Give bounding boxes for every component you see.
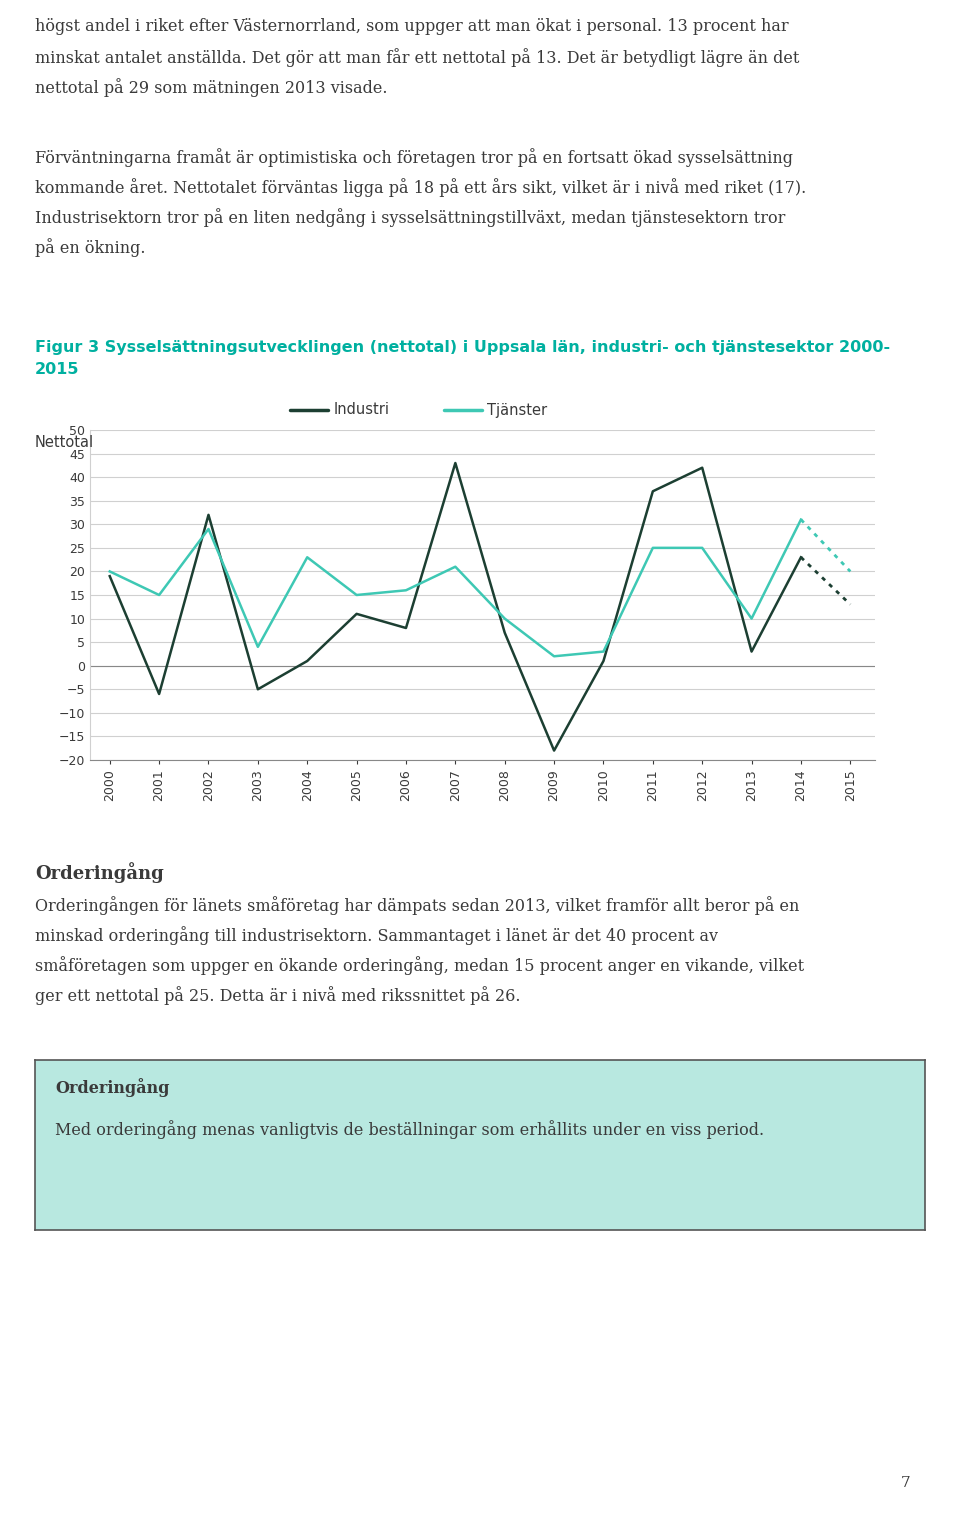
Text: Nettotal: Nettotal: [35, 434, 94, 450]
Text: på en ökning.: på en ökning.: [35, 238, 146, 257]
Text: Förväntningarna framåt är optimistiska och företagen tror på en fortsatt ökad sy: Förväntningarna framåt är optimistiska o…: [35, 147, 793, 167]
Text: 7: 7: [900, 1476, 910, 1490]
Text: Industrisektorn tror på en liten nedgång i sysselsättningstillväxt, medan tjänst: Industrisektorn tror på en liten nedgång…: [35, 208, 785, 226]
Text: Industri: Industri: [333, 403, 389, 418]
Text: kommande året. Nettotalet förväntas ligga på 18 på ett års sikt, vilket är i niv: kommande året. Nettotalet förväntas ligg…: [35, 178, 806, 197]
Text: Med orderingång menas vanligtvis de beställningar som erhållits under en viss pe: Med orderingång menas vanligtvis de best…: [55, 1120, 764, 1139]
Text: ger ett nettotal på 25. Detta är i nivå med rikssnittet på 26.: ger ett nettotal på 25. Detta är i nivå …: [35, 986, 520, 1006]
Text: småföretagen som uppger en ökande orderingång, medan 15 procent anger en vikande: småföretagen som uppger en ökande orderi…: [35, 955, 804, 975]
Text: Orderingång: Orderingång: [35, 861, 164, 883]
Text: nettotal på 29 som mätningen 2013 visade.: nettotal på 29 som mätningen 2013 visade…: [35, 77, 388, 97]
Text: 2015: 2015: [35, 362, 80, 377]
Text: Tjänster: Tjänster: [487, 403, 547, 418]
Text: Orderingång: Orderingång: [55, 1078, 170, 1097]
Text: Figur 3 Sysselsättningsutvecklingen (nettotal) i Uppsala län, industri- och tjän: Figur 3 Sysselsättningsutvecklingen (net…: [35, 340, 890, 355]
Text: Orderingången för länets småföretag har dämpats sedan 2013, vilket framför allt : Orderingången för länets småföretag har …: [35, 896, 800, 914]
Text: minskat antalet anställda. Det gör att man får ett nettotal på 13. Det är betydl: minskat antalet anställda. Det gör att m…: [35, 49, 800, 67]
Text: minskad orderingång till industrisektorn. Sammantaget i länet är det 40 procent : minskad orderingång till industrisektorn…: [35, 927, 718, 945]
Text: högst andel i riket efter Västernorrland, som uppger att man ökat i personal. 13: högst andel i riket efter Västernorrland…: [35, 18, 788, 35]
